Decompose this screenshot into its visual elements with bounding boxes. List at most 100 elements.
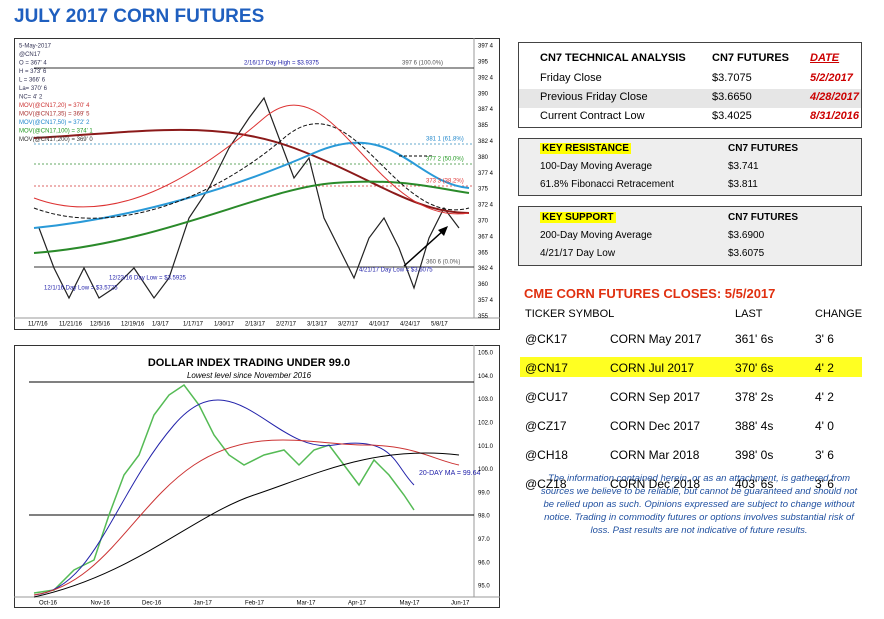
x-tick-label: May-17 xyxy=(400,601,421,607)
legend-entry: L = 366' 6 xyxy=(19,78,46,84)
y-tick-label: 95.0 xyxy=(478,584,490,590)
table-cell: 398' 0s xyxy=(735,448,774,462)
y-tick-label: 362 4 xyxy=(478,266,494,272)
y-tick-label: 372 4 xyxy=(478,203,494,209)
table-cell: @CZ17 xyxy=(525,419,567,433)
closes-title: CME CORN FUTURES CLOSES: 5/5/2017 xyxy=(524,286,776,301)
chart-subtitle: Lowest level since November 2016 xyxy=(187,371,312,380)
ma-line xyxy=(33,123,470,219)
x-tick-label: Jan-17 xyxy=(194,601,213,607)
table-cell: 403' 6s xyxy=(735,477,774,491)
table-cell: $3.741 xyxy=(728,161,759,172)
x-tick-label: 12/19/16 xyxy=(121,322,145,328)
y-tick-label: 392 4 xyxy=(478,75,494,81)
table-header: CN7 TECHNICAL ANALYSIS xyxy=(540,52,686,64)
table-cell: @CU17 xyxy=(525,390,568,404)
legend-entry: 5-May-2017 xyxy=(19,44,52,50)
y-tick-label: 395 xyxy=(478,59,489,65)
x-tick-label: 5/8/17 xyxy=(431,322,448,328)
table-header: CN7 FUTURES xyxy=(728,143,799,154)
y-tick-label: 365 xyxy=(478,250,489,256)
table-cell: 4' 0 xyxy=(815,419,834,433)
table-cell: 4/21/17 Day Low xyxy=(540,248,616,259)
x-tick-label: 2/27/17 xyxy=(276,322,297,328)
table-cell: 8/31/2016 xyxy=(810,110,859,122)
table-header: CN7 FUTURES xyxy=(728,212,799,223)
disclaimer: The information contained herein, or as … xyxy=(540,473,858,536)
table-cell: @CK17 xyxy=(525,332,568,346)
legend-entry: NC= 4' 2 xyxy=(19,95,43,101)
y-tick-label: 360 xyxy=(478,282,489,288)
annotation: 2/16/17 Day High = $3.9375 xyxy=(244,61,320,67)
x-tick-label: 1/17/17 xyxy=(183,322,204,328)
table-cell: 4/28/2017 xyxy=(810,91,859,103)
technical-box xyxy=(518,42,862,128)
table-header: DATE xyxy=(810,52,840,64)
y-tick-label: 105.0 xyxy=(478,351,494,357)
y-tick-label: 97.0 xyxy=(478,537,490,543)
annotation: 381 1 (61.8%) xyxy=(426,137,464,143)
legend-entry: La= 370' 6 xyxy=(19,86,48,92)
y-tick-label: 367 4 xyxy=(478,234,494,240)
chart-title: DOLLAR INDEX TRADING UNDER 99.0 xyxy=(148,357,350,369)
table-header: LAST xyxy=(735,308,763,320)
y-tick-label: 382 4 xyxy=(478,139,494,145)
annotation: 12/23/16 Day Low = $3.5925 xyxy=(109,276,187,282)
table-cell: Friday Close xyxy=(540,72,602,84)
y-tick-label: 104.0 xyxy=(478,374,494,380)
legend-entry: MOV(@CN17,35) = 369' 5 xyxy=(19,112,90,118)
table-cell: 388' 4s xyxy=(735,419,774,433)
table-cell: 3' 6 xyxy=(815,332,834,346)
table-header: KEY SUPPORT xyxy=(540,212,616,223)
table-cell: 5/2/2017 xyxy=(810,72,853,84)
price xyxy=(33,383,415,594)
table-cell: 4' 2 xyxy=(815,390,834,404)
ma-line xyxy=(33,452,460,598)
table-cell: CORN Dec 2018 xyxy=(610,477,701,491)
dollar-chart: DOLLAR INDEX TRADING UNDER 99.0 Lowest l… xyxy=(14,345,500,608)
corn-chart: 5-May-2017 @CN17 O = 367' 4 H = 373' 6 L = 3… xyxy=(14,38,500,330)
y-tick-label: 377 4 xyxy=(478,171,494,177)
x-tick-label: Feb-17 xyxy=(245,601,265,607)
table-cell: 3' 6 xyxy=(815,477,834,491)
x-tick-label: 11/21/16 xyxy=(59,322,83,328)
table-cell: CORN May 2017 xyxy=(610,332,702,346)
annotation: 373 3 (38.2%) xyxy=(426,179,464,185)
table-cell: @CZ18 xyxy=(525,477,567,491)
table-cell: @CN17 xyxy=(525,361,568,375)
annotation: 4/21/17 Day Low = $3.6075 xyxy=(359,268,433,274)
ma-line xyxy=(33,180,470,254)
table-cell: Previous Friday Close xyxy=(540,91,648,103)
legend-entry: MOV(@CN17,100) = 374' 1 xyxy=(19,129,93,135)
ma-line xyxy=(33,128,470,214)
y-tick-label: 357 4 xyxy=(478,298,494,304)
y-tick-label: 397 4 xyxy=(478,44,494,50)
legend-entry: H = 373' 6 xyxy=(19,69,47,75)
y-tick-label: 101.0 xyxy=(478,444,494,450)
y-tick-label: 375 xyxy=(478,187,489,193)
table-cell: CORN Mar 2018 xyxy=(610,448,700,462)
table-cell: 100-Day Moving Average xyxy=(540,161,653,172)
annotation: 360 6 (0.0%) xyxy=(426,260,460,266)
x-tick-label: 1/3/17 xyxy=(152,322,169,328)
y-tick-label: 100.0 xyxy=(478,467,494,473)
table-header: KEY RESISTANCE xyxy=(540,143,631,154)
table-header: TICKER SYMBOL xyxy=(525,308,615,320)
x-tick-label: 2/13/17 xyxy=(245,322,266,328)
legend-entry: MOV(@CN17,200) = 369' 0 xyxy=(19,137,93,143)
ma-line xyxy=(33,399,415,596)
arrow-head xyxy=(438,226,448,236)
y-tick-label: 99.0 xyxy=(478,490,490,496)
annotation: 12/1/16 Day Low = $3.5725 xyxy=(44,286,118,292)
x-tick-label: Jun-17 xyxy=(451,601,470,607)
table-cell: $3.811 xyxy=(728,179,758,190)
table-cell: $3.7075 xyxy=(712,72,752,84)
ma-line xyxy=(33,141,470,229)
y-tick-label: 103.0 xyxy=(478,397,494,403)
table-cell: Current Contract Low xyxy=(540,110,645,122)
y-tick-label: 385 xyxy=(478,123,489,129)
x-tick-label: 1/30/17 xyxy=(214,322,235,328)
x-tick-label: Oct-16 xyxy=(39,601,58,607)
y-tick-label: 96.0 xyxy=(478,560,490,566)
